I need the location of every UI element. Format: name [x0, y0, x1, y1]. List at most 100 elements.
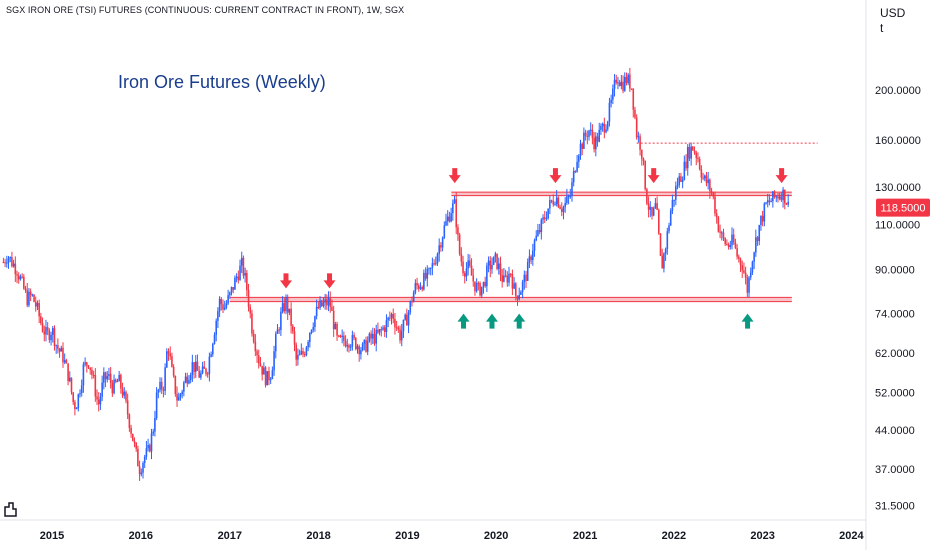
candle	[353, 332, 355, 341]
candle	[201, 361, 204, 375]
candle	[68, 371, 71, 383]
candle	[535, 230, 538, 242]
candle	[326, 294, 328, 310]
candle	[610, 94, 612, 108]
candle	[300, 343, 303, 356]
candle	[380, 326, 383, 337]
candle	[344, 335, 347, 348]
candle	[579, 139, 582, 160]
candle	[460, 247, 463, 267]
x-tick-label: 2017	[218, 530, 242, 542]
candle	[6, 255, 8, 268]
candle	[538, 223, 541, 235]
candle	[256, 349, 258, 363]
candle	[63, 353, 66, 365]
candle	[772, 191, 774, 208]
candle	[244, 267, 246, 283]
candle	[692, 146, 694, 151]
candle	[150, 428, 153, 460]
candle	[560, 202, 563, 217]
candle	[661, 248, 664, 269]
tradingview-logo-icon[interactable]	[2, 498, 18, 518]
candle	[434, 256, 437, 266]
candle	[268, 366, 270, 386]
candle	[523, 270, 526, 290]
candle	[116, 378, 119, 383]
candle	[147, 438, 149, 452]
candle	[671, 194, 674, 214]
candle	[372, 327, 374, 345]
candle	[257, 349, 260, 369]
candle	[137, 445, 139, 467]
candle	[57, 338, 59, 354]
y-tick-label: 110.0000	[875, 219, 920, 231]
candle	[188, 375, 190, 385]
candle	[734, 238, 737, 250]
candle	[142, 461, 144, 479]
candle	[719, 224, 721, 239]
candle	[261, 365, 263, 381]
candle	[596, 132, 599, 147]
candle	[698, 156, 701, 171]
candle	[91, 366, 93, 380]
candle	[135, 442, 137, 452]
candle	[211, 342, 214, 357]
candle	[606, 120, 609, 132]
candle	[475, 278, 478, 293]
candle	[167, 348, 170, 361]
candle	[569, 188, 572, 199]
candle	[23, 274, 25, 290]
candle	[411, 296, 413, 307]
candle	[680, 172, 682, 183]
candle	[114, 378, 117, 384]
candle	[409, 300, 412, 315]
candle	[312, 322, 315, 333]
candle	[622, 75, 624, 94]
y-tick-label: 52.0000	[875, 388, 915, 400]
candle	[703, 174, 706, 182]
candle	[732, 228, 735, 245]
candle	[421, 285, 423, 292]
candle	[176, 386, 178, 407]
candle	[494, 251, 497, 263]
currency-label: USD	[880, 6, 906, 20]
candle	[382, 325, 384, 331]
candle	[474, 281, 476, 296]
candle	[26, 282, 29, 308]
candle	[436, 252, 439, 266]
candle	[40, 312, 42, 326]
y-tick-label: 90.0000	[875, 264, 915, 276]
candle	[111, 379, 114, 397]
candle	[766, 193, 769, 208]
candle	[307, 339, 309, 352]
candle	[681, 176, 684, 189]
candle	[314, 315, 316, 332]
candle	[239, 259, 241, 281]
candle	[693, 146, 696, 155]
resistance-band	[451, 191, 792, 197]
candle	[457, 224, 459, 241]
candle	[770, 198, 772, 203]
candle	[191, 354, 194, 382]
candle	[123, 387, 126, 399]
candle	[416, 277, 418, 290]
candle	[591, 124, 594, 145]
candle	[183, 380, 185, 397]
candle	[497, 257, 500, 275]
candle	[130, 424, 132, 438]
candle	[218, 296, 221, 318]
candle	[649, 201, 652, 218]
candle	[640, 149, 643, 166]
candle	[45, 319, 47, 342]
candle	[414, 279, 417, 295]
candle	[346, 338, 349, 352]
candle	[60, 345, 63, 352]
candle	[605, 124, 607, 134]
candle	[651, 206, 653, 220]
candle	[14, 256, 17, 282]
candle	[601, 122, 604, 132]
candle	[644, 160, 646, 191]
candle	[177, 392, 180, 401]
candle	[630, 88, 633, 91]
